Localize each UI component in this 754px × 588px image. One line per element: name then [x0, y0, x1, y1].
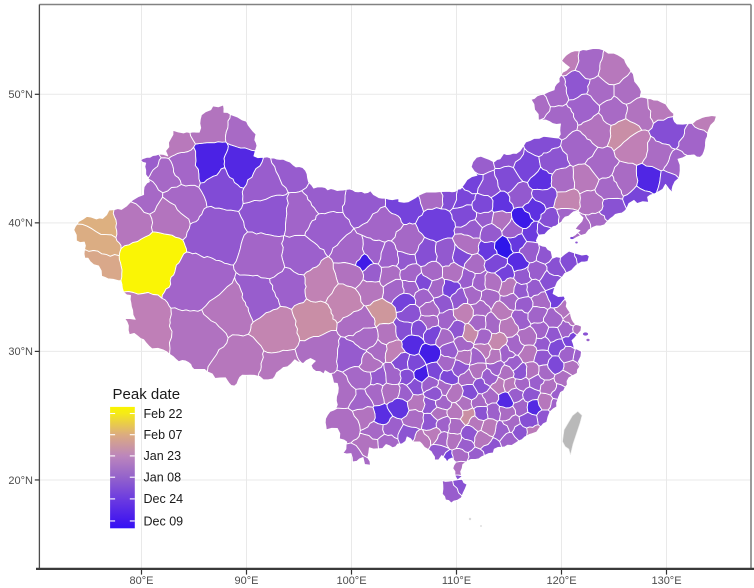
svg-text:Feb 07: Feb 07: [144, 428, 183, 442]
svg-text:Peak date: Peak date: [113, 386, 181, 403]
svg-text:120°E: 120°E: [546, 575, 576, 587]
svg-text:Dec 09: Dec 09: [144, 514, 184, 528]
svg-text:50°N: 50°N: [8, 89, 33, 101]
svg-text:90°E: 90°E: [235, 575, 259, 587]
svg-text:110°E: 110°E: [442, 575, 471, 587]
svg-text:130°E: 130°E: [651, 575, 681, 587]
svg-text:80°E: 80°E: [130, 575, 154, 587]
svg-text:100°E: 100°E: [336, 575, 366, 587]
svg-text:Jan 08: Jan 08: [144, 471, 182, 485]
svg-text:Dec 24: Dec 24: [144, 492, 184, 506]
svg-text:30°N: 30°N: [8, 346, 33, 358]
svg-text:Feb 22: Feb 22: [144, 407, 183, 421]
svg-text:40°N: 40°N: [8, 218, 33, 230]
svg-text:Jan 23: Jan 23: [144, 449, 182, 463]
svg-text:20°N: 20°N: [8, 475, 33, 487]
